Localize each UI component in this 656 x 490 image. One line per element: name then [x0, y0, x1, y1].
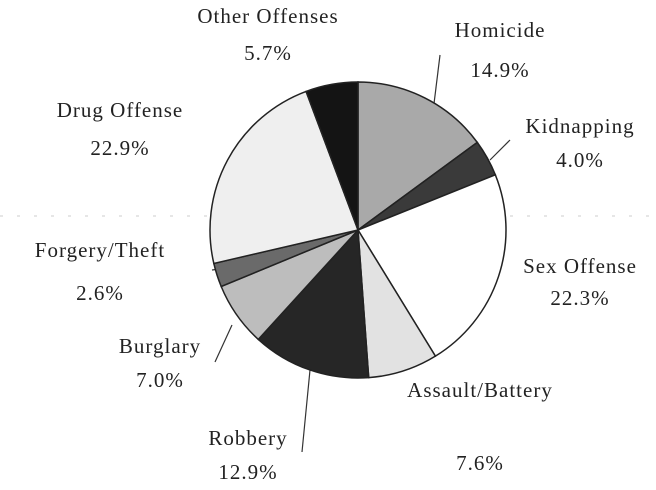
value-label: 4.0% [556, 148, 604, 172]
value-label: 12.9% [218, 460, 277, 484]
leader-line [489, 139, 511, 161]
leader-line [301, 369, 311, 453]
pie-slice [305, 81, 359, 231]
leader-line [214, 324, 233, 363]
slice-label: Drug Offense [57, 98, 184, 122]
value-label: 7.6% [456, 451, 504, 475]
slice-label: Kidnapping [525, 114, 634, 138]
value-label: 7.0% [136, 368, 184, 392]
slice-label: Assault/Battery [407, 378, 553, 402]
slice-label: Homicide [455, 18, 546, 42]
slice-label: Sex Offense [523, 254, 637, 278]
slice-label: Burglary [119, 334, 201, 358]
pie-slice [209, 90, 360, 265]
slice-label: Other Offenses [197, 4, 338, 28]
value-label: 14.9% [470, 58, 529, 82]
value-label: 22.3% [550, 286, 609, 310]
pie-slice [356, 173, 507, 358]
value-label: 2.6% [76, 281, 124, 305]
pie-slice [257, 228, 370, 379]
slice-label: Robbery [208, 426, 287, 450]
value-label: 5.7% [244, 41, 292, 65]
slice-label: Forgery/Theft [35, 238, 165, 262]
pie-slice [357, 81, 479, 232]
value-label: 22.9% [90, 136, 149, 160]
